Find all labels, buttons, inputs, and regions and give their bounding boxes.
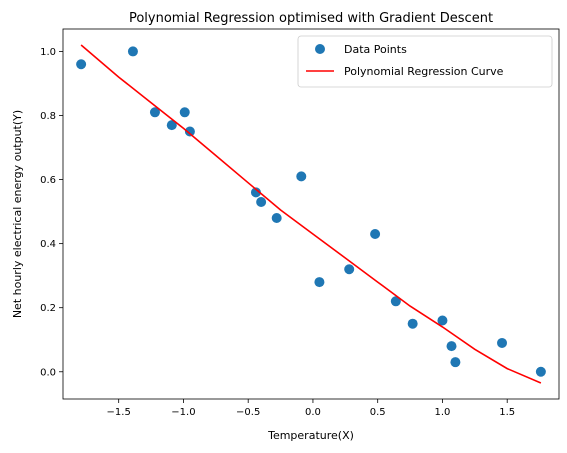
legend-label-data-points: Data Points: [344, 43, 407, 56]
x-tick-label: 0.5: [370, 407, 386, 418]
data-point: [314, 277, 325, 288]
x-tick-label: −0.5: [236, 407, 260, 418]
y-axis-label: Net hourly electrical energy output(Y): [11, 110, 24, 318]
axis-ticks: −1.5 −1.0 −0.5 0.0 0.5 1.0 1.5 0.0 0.2 0.4 0.6 0.8 1…: [40, 47, 515, 418]
y-tick-label: 0.8: [40, 111, 56, 122]
data-point: [370, 229, 381, 240]
data-point: [256, 196, 267, 207]
regression-curve: [80, 44, 542, 384]
legend: Data Points Polynomial Regression Curve: [297, 35, 553, 88]
x-tick-label: −1.0: [171, 407, 195, 418]
data-point: [535, 366, 546, 377]
legend-marker-data-points: [315, 44, 325, 54]
data-point: [407, 318, 418, 329]
plot-marks: [76, 44, 546, 384]
data-point: [127, 46, 138, 57]
y-tick-label: 0.0: [40, 367, 56, 378]
data-point: [76, 59, 87, 70]
data-point: [166, 120, 177, 131]
legend-box: [297, 35, 553, 88]
x-axis-label: Temperature(X): [267, 429, 354, 442]
data-point: [271, 213, 282, 224]
data-point: [149, 107, 160, 118]
x-tick-label: 1.5: [499, 407, 515, 418]
data-point: [437, 315, 448, 326]
x-tick-label: 0.0: [305, 407, 321, 418]
data-point: [344, 264, 355, 275]
legend-label-regression-curve: Polynomial Regression Curve: [344, 65, 504, 78]
y-tick-label: 1.0: [40, 47, 56, 58]
y-tick-label: 0.6: [40, 175, 56, 186]
x-tick-label: −1.5: [107, 407, 131, 418]
plot-frame: [62, 28, 560, 400]
chart-title: Polynomial Regression optimised with Gra…: [129, 11, 493, 26]
data-point: [296, 171, 307, 182]
data-point: [250, 187, 261, 198]
x-tick-label: 1.0: [434, 407, 450, 418]
data-point: [179, 107, 190, 118]
y-tick-label: 0.4: [40, 239, 56, 250]
data-point: [450, 357, 461, 368]
data-point: [497, 337, 508, 348]
data-point: [446, 341, 457, 352]
y-tick-label: 0.2: [40, 303, 56, 314]
data-point: [184, 126, 195, 137]
data-point: [390, 296, 401, 307]
